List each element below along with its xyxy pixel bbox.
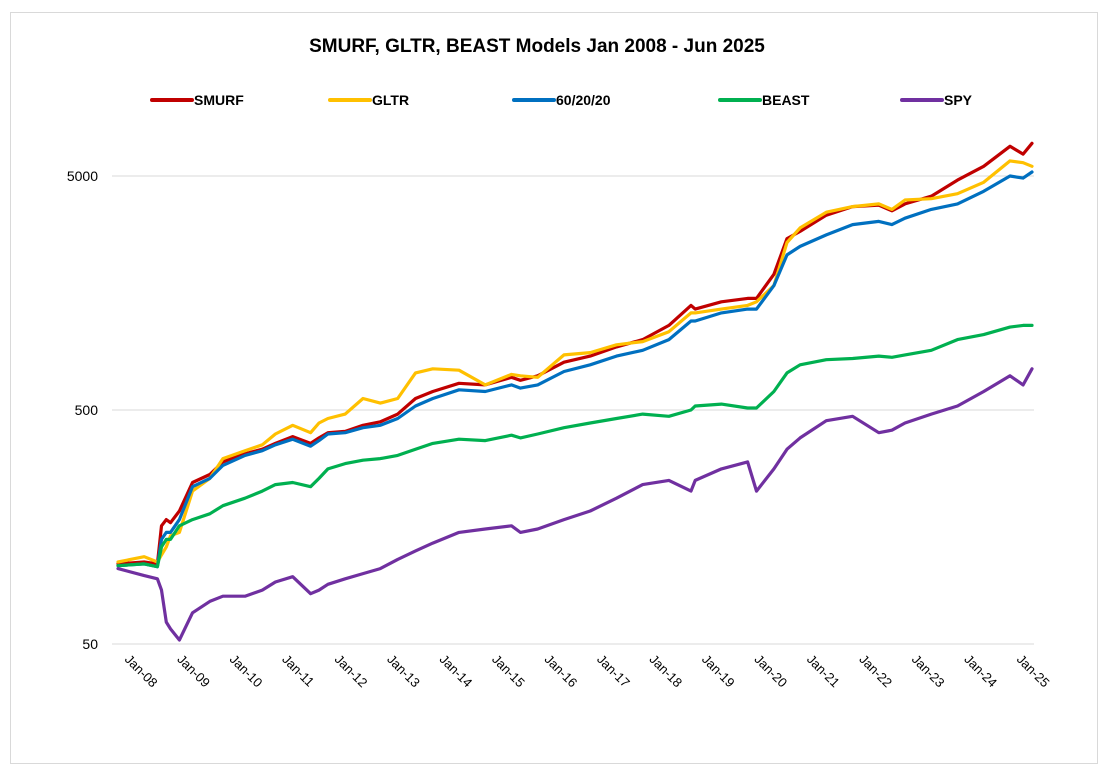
- chart-frame: [10, 12, 1098, 764]
- series-lines: [116, 141, 1034, 642]
- gridlines: [112, 175, 1034, 645]
- x-tick-label: Jan-14: [437, 652, 476, 691]
- y-tick-label: 500: [75, 402, 99, 418]
- x-tick-label: Jan-19: [699, 652, 738, 691]
- series-line-spy: [116, 367, 1034, 642]
- legend-label: 60/20/20: [556, 92, 611, 108]
- x-tick-label: Jan-12: [332, 652, 371, 691]
- x-tick-label: Jan-20: [751, 652, 790, 691]
- legend-label: GLTR: [372, 92, 409, 108]
- series-line-beast: [116, 323, 1034, 569]
- y-tick-label: 50: [82, 636, 98, 652]
- x-tick-label: Jan-16: [542, 652, 581, 691]
- x-tick-label: Jan-08: [122, 652, 161, 691]
- legend-label: BEAST: [762, 92, 810, 108]
- y-axis-ticks: 50 500 5000: [67, 168, 98, 652]
- x-tick-label: Jan-25: [1014, 652, 1053, 691]
- x-tick-label: Jan-15: [489, 652, 528, 691]
- x-tick-label: Jan-21: [804, 652, 843, 691]
- x-tick-label: Jan-13: [384, 652, 423, 691]
- legend-label: SPY: [944, 92, 973, 108]
- y-tick-label: 5000: [67, 168, 98, 184]
- x-tick-label: Jan-24: [961, 652, 1000, 691]
- x-tick-label: Jan-17: [594, 652, 633, 691]
- chart-title: SMURF, GLTR, BEAST Models Jan 2008 - Jun…: [309, 36, 765, 57]
- x-tick-label: Jan-10: [227, 652, 266, 691]
- x-axis-ticks: Jan-08 Jan-09 Jan-10 Jan-11 Jan-12 Jan-13 Jan-…: [122, 652, 1053, 691]
- legend: SMURF GLTR 60/20/20 BEAST SPY: [150, 92, 973, 108]
- x-tick-label: Jan-23: [909, 652, 948, 691]
- legend-label: SMURF: [194, 92, 244, 108]
- x-tick-label: Jan-18: [647, 652, 686, 691]
- x-tick-label: Jan-09: [174, 652, 213, 691]
- x-tick-label: Jan-22: [856, 652, 895, 691]
- series-line-60-20-20: [116, 170, 1034, 569]
- series-line-gltr: [116, 159, 1034, 564]
- x-tick-label: Jan-11: [279, 652, 317, 690]
